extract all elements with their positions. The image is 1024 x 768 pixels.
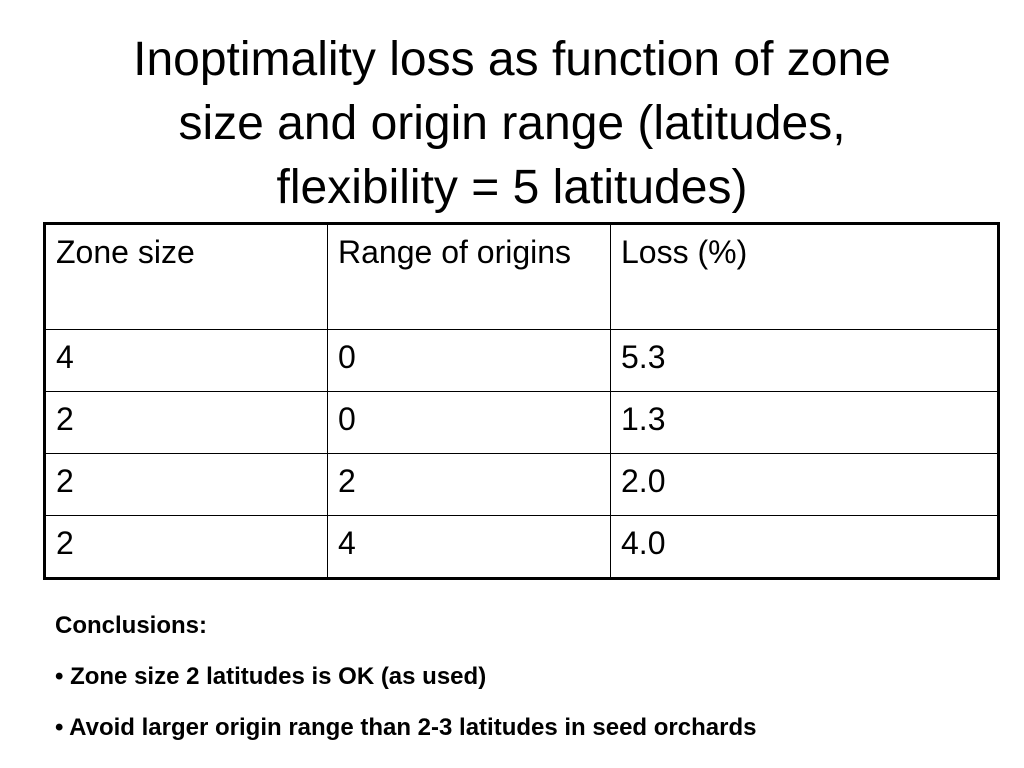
table-header-row: Zone size Range of origins Loss (%) <box>44 223 999 330</box>
slide-title: Inoptimality loss as function of zone si… <box>20 28 1004 220</box>
cell-loss: 1.3 <box>610 391 999 454</box>
header-loss: Loss (%) <box>610 223 999 330</box>
cell-range-of-origins: 2 <box>327 453 611 516</box>
title-line-1: Inoptimality loss as function of zone <box>133 33 891 86</box>
cell-range-of-origins: 0 <box>327 391 611 454</box>
cell-zone-size: 2 <box>44 515 328 579</box>
conclusions-block: Conclusions: • Zone size 2 latitudes is … <box>55 612 995 765</box>
loss-table: Zone size Range of origins Loss (%) 4 0 … <box>43 222 1000 580</box>
cell-zone-size: 4 <box>44 329 328 392</box>
cell-range-of-origins: 0 <box>327 329 611 392</box>
title-line-3: flexibility = 5 latitudes) <box>276 161 748 214</box>
header-zone-size: Zone size <box>44 223 328 330</box>
conclusion-bullet: • Zone size 2 latitudes is OK (as used) <box>55 663 487 690</box>
cell-range-of-origins: 4 <box>327 515 611 579</box>
conclusions-heading: Conclusions: <box>55 612 208 639</box>
table-row: 2 4 4.0 <box>44 515 999 579</box>
table-row: 2 0 1.3 <box>44 391 999 454</box>
conclusion-bullet: • Avoid larger origin range than 2-3 lat… <box>55 714 757 741</box>
table-row: 2 2 2.0 <box>44 453 999 516</box>
cell-loss: 5.3 <box>610 329 999 392</box>
cell-loss: 4.0 <box>610 515 999 579</box>
table-row: 4 0 5.3 <box>44 329 999 392</box>
header-range-of-origins: Range of origins <box>327 223 611 330</box>
cell-zone-size: 2 <box>44 391 328 454</box>
cell-zone-size: 2 <box>44 453 328 516</box>
cell-loss: 2.0 <box>610 453 999 516</box>
title-line-2: size and origin range (latitudes, <box>178 97 846 150</box>
